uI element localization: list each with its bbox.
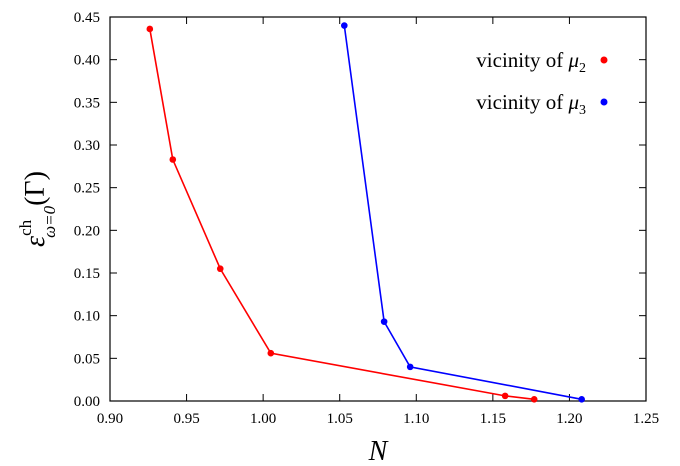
x-tick-label: 1.20 [556, 411, 582, 427]
y-tick-label: 0.30 [74, 138, 100, 154]
legend-item-mu3: vicinity of μ3 [476, 90, 608, 118]
y-tick-label: 0.25 [74, 181, 100, 197]
data-point-mu3 [578, 395, 585, 403]
x-tick-label: 1.15 [480, 411, 506, 427]
data-point-mu2 [267, 349, 275, 357]
y-axis-label: εch ω=0(Γ) [16, 171, 59, 247]
svg-text:vicinity of μ2: vicinity of μ2 [476, 48, 586, 76]
legend-marker-mu2 [600, 56, 608, 64]
x-tick-label: 1.05 [327, 411, 353, 427]
y-tick-label: 0.05 [74, 351, 100, 367]
data-point-mu2 [501, 392, 509, 400]
y-label-sup: ch [16, 219, 35, 236]
y-tick-label: 0.15 [74, 266, 100, 282]
data-point-mu3 [341, 22, 348, 29]
data-point-mu3 [406, 363, 414, 371]
legend: vicinity of μ2 vicinity of μ3 [476, 48, 608, 118]
data-point-mu3 [380, 318, 388, 325]
legend-marker-mu3 [600, 98, 608, 106]
series-layer [146, 22, 585, 403]
data-point-mu2 [216, 265, 224, 273]
x-tick-label: 1.00 [250, 411, 276, 427]
y-label-sub: ω=0 [40, 205, 59, 237]
data-point-mu2 [530, 395, 538, 403]
x-tick-label: 0.95 [173, 411, 199, 427]
series-line-mu3 [343, 25, 582, 401]
y-tick-label: 0.45 [74, 10, 100, 26]
y-tick-label: 0.10 [74, 309, 100, 325]
x-axis-label: N [368, 436, 389, 466]
y-label-arg: (Γ) [20, 171, 51, 206]
axis-ticks: 0.90 0.95 1.00 1.05 1.10 1.15 1.20 1.25 0.00 0.05… [74, 10, 659, 427]
y-tick-label: 0.20 [74, 223, 100, 239]
y-label-base: ε [20, 236, 51, 247]
legend-label-mu2: vicinity of [476, 48, 568, 72]
plot-frame [109, 16, 647, 402]
y-tick-label: 0.40 [74, 53, 100, 69]
svg-text:vicinity of μ3: vicinity of μ3 [476, 90, 586, 118]
series-line-mu2 [149, 28, 535, 401]
x-tick-label: 1.25 [633, 411, 659, 427]
data-point-mu2 [146, 25, 154, 33]
legend-symbol-mu2: μ [567, 48, 579, 72]
x-tick-label: 1.10 [403, 411, 429, 427]
legend-sub-mu3: 3 [579, 103, 586, 118]
y-tick-label: 0.00 [74, 394, 100, 410]
legend-sub-mu2: 2 [579, 61, 586, 76]
y-tick-label: 0.35 [74, 95, 100, 111]
legend-label-mu3: vicinity of [476, 90, 568, 114]
legend-symbol-mu3: μ [567, 90, 579, 114]
x-tick-label: 0.90 [97, 411, 123, 427]
legend-item-mu2: vicinity of μ2 [476, 48, 608, 76]
data-point-mu2 [169, 156, 177, 163]
